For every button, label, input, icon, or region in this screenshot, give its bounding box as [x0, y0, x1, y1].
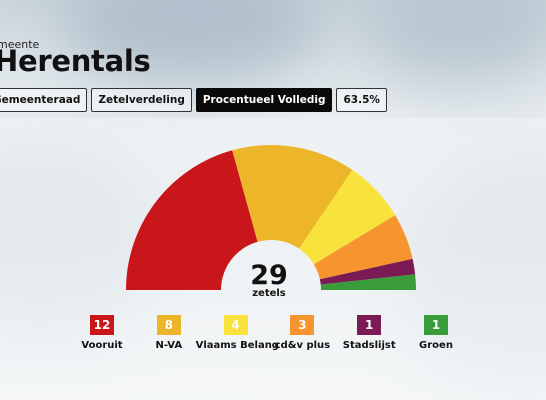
tab-gemeenteraad[interactable]: Gemeenteraad	[0, 88, 88, 112]
total-seats-label: zetels	[252, 288, 286, 299]
legend-seat-count: 1	[357, 315, 382, 335]
page-eyebrow: meente	[0, 38, 40, 51]
legend-item[interactable]: 12 Vooruit	[62, 314, 142, 351]
view-tabs: Gemeenteraad Zetelverdeling Procentueel …	[0, 88, 387, 112]
tab-counted-percentage[interactable]: 63.5%	[336, 88, 387, 112]
slice-vooruit[interactable]	[126, 150, 258, 290]
legend-party-name: Vlaams Belang	[195, 340, 279, 351]
legend-party-name: Stadslijst	[342, 340, 396, 351]
slice-groen[interactable]	[320, 274, 417, 290]
legend-party-name: Groen	[419, 340, 453, 351]
legend-party-name: N-VA	[155, 340, 183, 351]
legend-seat-count: 3	[290, 315, 315, 335]
legend-party-name: cd&v plus	[274, 340, 331, 351]
tab-procentueel-volledig[interactable]: Procentueel Volledig	[195, 88, 333, 112]
slice-stadslijst[interactable]	[319, 258, 416, 285]
legend-item[interactable]: 4 Vlaams Belang	[195, 314, 279, 351]
legend-item[interactable]: 8 N-VA	[129, 314, 209, 351]
slice-n-va[interactable]	[232, 144, 353, 249]
page-title: Herentals	[0, 44, 151, 78]
slice-vlaams-belang[interactable]	[299, 169, 396, 265]
legend-item[interactable]: 1 Stadslijst	[329, 314, 409, 351]
legend-seat-count: 8	[156, 315, 181, 335]
legend-seat-count: 1	[424, 315, 448, 335]
total-seats-value: 29	[250, 260, 288, 291]
legend-item[interactable]: 3 cd&v plus	[262, 314, 342, 351]
legend-item[interactable]: 1 Groen	[396, 314, 476, 351]
legend-seat-count: 12	[90, 315, 114, 335]
tab-zetelverdeling[interactable]: Zetelverdeling	[91, 88, 192, 112]
legend-seat-count: 4	[223, 315, 248, 335]
seat-slices	[126, 144, 417, 290]
legend-party-name: Vooruit	[81, 340, 123, 351]
slice-cd-v-plus[interactable]	[313, 215, 413, 280]
